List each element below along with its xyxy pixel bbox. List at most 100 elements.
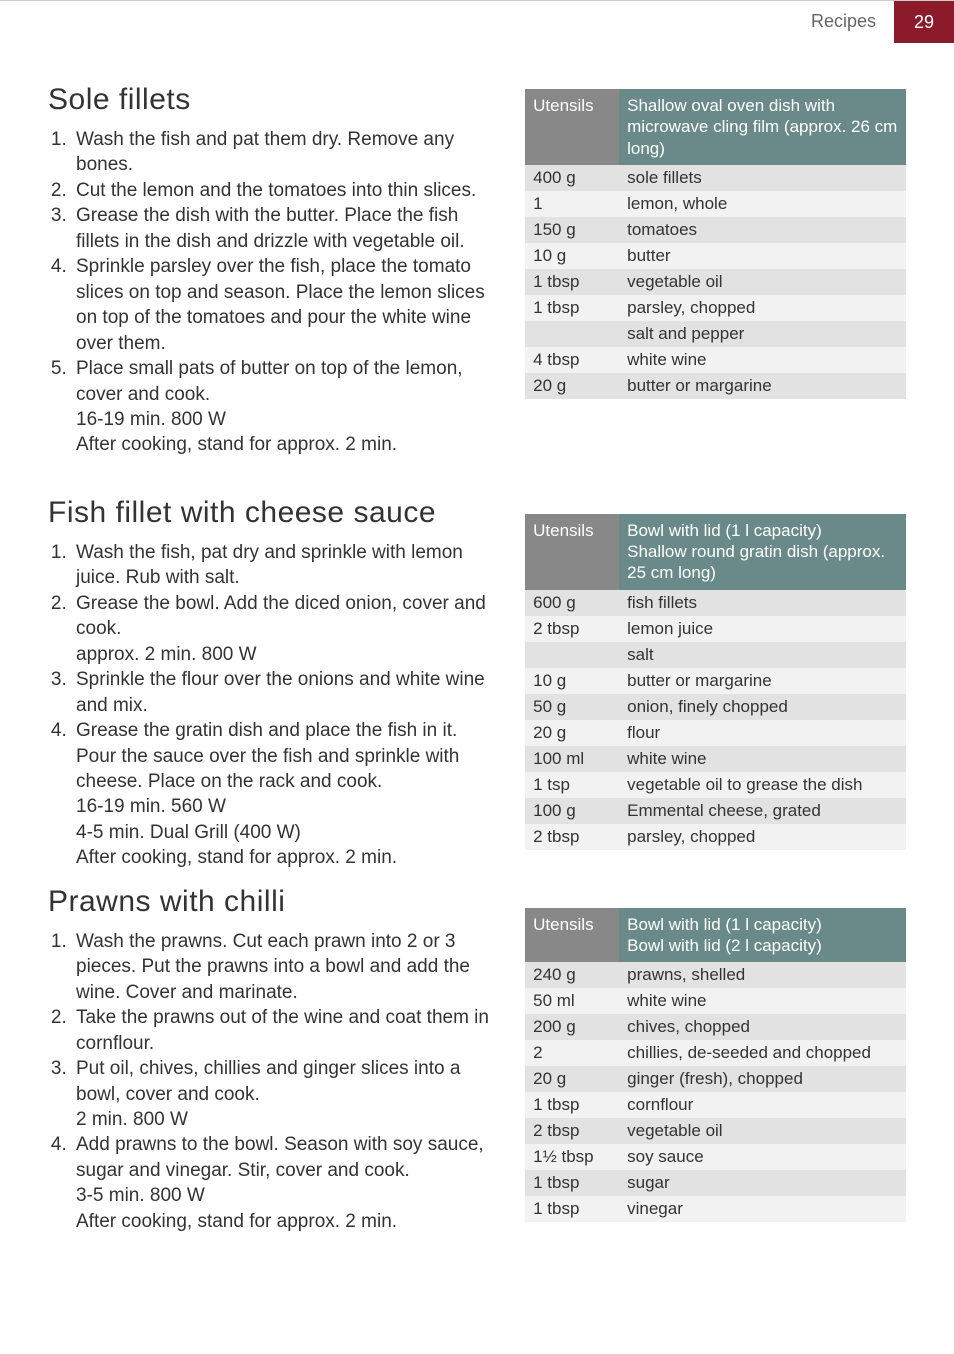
ingredient-qty: 20 g (525, 373, 619, 399)
ingredient-desc: butter or margarine (619, 373, 906, 399)
ingredient-row: 2chillies, de-seeded and chopped (525, 1040, 906, 1066)
ingredient-qty: 1 tbsp (525, 1170, 619, 1196)
recipe-step: Grease the dish with the butter. Place t… (72, 203, 495, 254)
header-section: Recipes (811, 11, 876, 32)
ingredient-row: 10 gbutter (525, 243, 906, 269)
ingredient-qty: 100 ml (525, 746, 619, 772)
utensils-desc: Bowl with lid (1 l capacity)Bowl with li… (619, 908, 906, 963)
recipe-sole-fillets: Sole fillets Wash the fish and pat them … (48, 83, 906, 458)
ingredient-row: 600 gfish fillets (525, 590, 906, 616)
ingredient-desc: vegetable oil to grease the dish (619, 772, 906, 798)
ingredient-row: 150 gtomatoes (525, 217, 906, 243)
header-page-number: 29 (894, 1, 954, 43)
ingredient-desc: soy sauce (619, 1144, 906, 1170)
ingredient-desc: white wine (619, 746, 906, 772)
ingredient-qty: 1 tsp (525, 772, 619, 798)
ingredient-row: 2 tbspparsley, chopped (525, 824, 906, 850)
ingredient-qty: 600 g (525, 590, 619, 616)
recipe-step: Sprinkle the flour over the onions and w… (72, 667, 495, 718)
ingredient-qty: 1 tbsp (525, 1092, 619, 1118)
ingredient-row: 50 mlwhite wine (525, 988, 906, 1014)
ingredient-qty: 2 tbsp (525, 1118, 619, 1144)
ingredient-row: 1 tbspparsley, chopped (525, 295, 906, 321)
ingredient-row: 50 gonion, finely chopped (525, 694, 906, 720)
ingredient-desc: sugar (619, 1170, 906, 1196)
ingredient-qty: 200 g (525, 1014, 619, 1040)
recipe1-table: Utensils Shallow oval oven dish with mic… (525, 89, 906, 399)
ingredient-desc: sole fillets (619, 165, 906, 191)
recipe-step: Sprinkle parsley over the fish, place th… (72, 254, 495, 356)
ingredient-qty: 1 tbsp (525, 295, 619, 321)
recipe3-table: Utensils Bowl with lid (1 l capacity)Bow… (525, 908, 906, 1223)
ingredient-desc: parsley, chopped (619, 824, 906, 850)
ingredient-row: 100 gEmmental cheese, grated (525, 798, 906, 824)
ingredient-row: 200 gchives, chopped (525, 1014, 906, 1040)
utensils-header: Utensils (525, 514, 619, 590)
recipe-step: Add prawns to the bowl. Season with soy … (72, 1132, 495, 1234)
ingredient-qty (525, 321, 619, 347)
recipe-fish-fillet-cheese: Fish fillet with cheese sauce Wash the f… (48, 496, 906, 1234)
ingredient-desc: lemon juice (619, 616, 906, 642)
ingredient-desc: salt and pepper (619, 321, 906, 347)
ingredient-qty: 2 tbsp (525, 616, 619, 642)
ingredient-desc: vegetable oil (619, 1118, 906, 1144)
ingredient-row: 20 gginger (fresh), chopped (525, 1066, 906, 1092)
recipe-step: Grease the gratin dish and place the fis… (72, 718, 495, 871)
ingredient-desc: cornflour (619, 1092, 906, 1118)
recipe-title: Fish fillet with cheese sauce (48, 496, 495, 530)
ingredient-qty: 1 (525, 191, 619, 217)
ingredient-row: 240 gprawns, shelled (525, 962, 906, 988)
ingredient-row: 1 tbspsugar (525, 1170, 906, 1196)
ingredient-row: 1lemon, whole (525, 191, 906, 217)
recipe2-table: Utensils Bowl with lid (1 l capacity)Sha… (525, 514, 906, 850)
ingredient-desc: lemon, whole (619, 191, 906, 217)
ingredient-desc: vegetable oil (619, 269, 906, 295)
recipe1-tbody: 400 gsole fillets1lemon, whole150 gtomat… (525, 165, 906, 399)
recipe-title: Sole fillets (48, 83, 495, 117)
page-header: Recipes 29 (0, 0, 954, 43)
ingredient-row: 400 gsole fillets (525, 165, 906, 191)
recipe-step: Wash the fish and pat them dry. Remove a… (72, 127, 495, 178)
ingredient-row: salt (525, 642, 906, 668)
ingredient-row: 20 gbutter or margarine (525, 373, 906, 399)
ingredient-desc: Emmental cheese, grated (619, 798, 906, 824)
ingredient-qty: 10 g (525, 243, 619, 269)
utensils-header: Utensils (525, 908, 619, 963)
ingredient-qty: 400 g (525, 165, 619, 191)
ingredient-row: 10 gbutter or margarine (525, 668, 906, 694)
recipe-step: Take the prawns out of the wine and coat… (72, 1005, 495, 1056)
ingredient-row: 100 mlwhite wine (525, 746, 906, 772)
ingredient-row: 2 tbsplemon juice (525, 616, 906, 642)
recipe1-steps: Wash the fish and pat them dry. Remove a… (48, 127, 495, 458)
utensils-header: Utensils (525, 89, 619, 165)
ingredient-desc: onion, finely chopped (619, 694, 906, 720)
recipe-step: Wash the fish, pat dry and sprinkle with… (72, 540, 495, 591)
ingredient-desc: white wine (619, 347, 906, 373)
ingredient-qty: 50 ml (525, 988, 619, 1014)
ingredient-row: 1½ tbspsoy sauce (525, 1144, 906, 1170)
ingredient-desc: vinegar (619, 1196, 906, 1222)
ingredient-qty: 20 g (525, 1066, 619, 1092)
recipe-step: Cut the lemon and the tomatoes into thin… (72, 178, 495, 203)
ingredient-row: salt and pepper (525, 321, 906, 347)
ingredient-qty: 1 tbsp (525, 1196, 619, 1222)
ingredient-desc: parsley, chopped (619, 295, 906, 321)
ingredient-qty: 150 g (525, 217, 619, 243)
ingredient-desc: flour (619, 720, 906, 746)
ingredient-qty: 1 tbsp (525, 269, 619, 295)
recipe2-tbody: 600 gfish fillets2 tbsplemon juicesalt10… (525, 590, 906, 850)
ingredient-qty: 4 tbsp (525, 347, 619, 373)
ingredient-qty (525, 642, 619, 668)
recipe-title: Prawns with chilli (48, 885, 495, 919)
ingredient-qty: 240 g (525, 962, 619, 988)
ingredient-desc: white wine (619, 988, 906, 1014)
recipe-step: Wash the prawns. Cut each prawn into 2 o… (72, 929, 495, 1005)
ingredient-qty: 2 tbsp (525, 824, 619, 850)
ingredient-qty: 2 (525, 1040, 619, 1066)
ingredient-row: 20 gflour (525, 720, 906, 746)
ingredient-qty: 50 g (525, 694, 619, 720)
ingredient-desc: tomatoes (619, 217, 906, 243)
recipe2-steps: Wash the fish, pat dry and sprinkle with… (48, 540, 495, 871)
ingredient-row: 2 tbspvegetable oil (525, 1118, 906, 1144)
recipe3-steps: Wash the prawns. Cut each prawn into 2 o… (48, 929, 495, 1234)
